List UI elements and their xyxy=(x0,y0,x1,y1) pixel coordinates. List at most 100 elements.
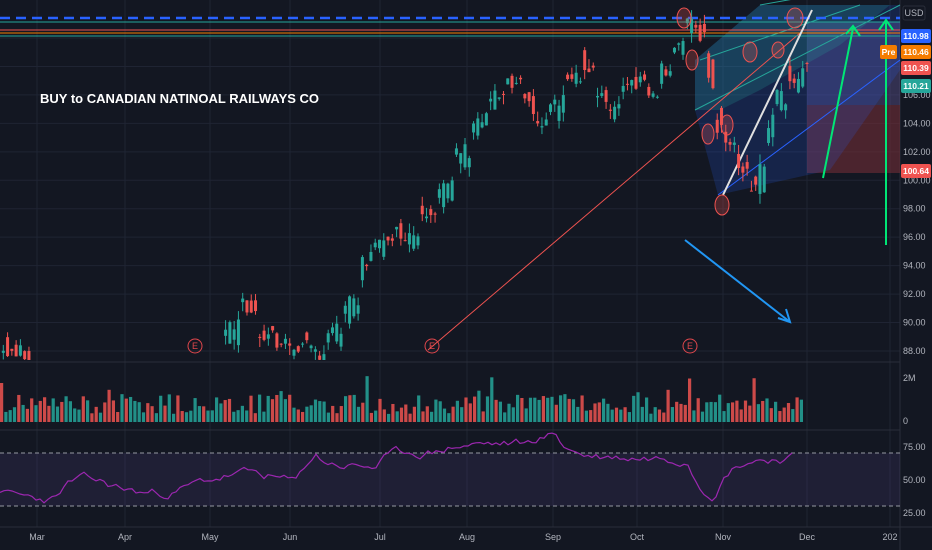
time-axis[interactable]: Mar Apr May Jun Jul Aug Sep Oct Nov Dec 202 xyxy=(29,532,897,542)
volume-bar xyxy=(533,397,537,422)
volume-bar xyxy=(21,404,25,422)
volume-bar xyxy=(352,394,356,422)
volume-bar xyxy=(430,411,434,422)
candle-body xyxy=(322,354,326,360)
earnings-marker[interactable] xyxy=(682,338,698,354)
volume-bar xyxy=(249,395,253,422)
grid-lines xyxy=(0,0,900,527)
candle-body xyxy=(681,41,685,55)
price-tick-label: 94.00 xyxy=(903,261,926,271)
candle-body xyxy=(266,334,270,339)
volume-bar xyxy=(455,400,459,422)
price-badge-label: 100.64 xyxy=(903,166,929,176)
volume-bar xyxy=(614,407,619,422)
candle-body xyxy=(467,158,471,168)
volume-bar xyxy=(774,401,778,422)
currency-label[interactable]: USD xyxy=(904,8,924,18)
candle-body xyxy=(23,351,27,360)
candle-body xyxy=(472,123,476,133)
volume-bar xyxy=(524,408,528,422)
candle-body xyxy=(792,78,796,83)
volume-bar xyxy=(554,404,558,422)
volume-bar xyxy=(30,398,34,422)
candle-body xyxy=(442,183,446,208)
volume-bar xyxy=(498,401,502,422)
candle-body xyxy=(369,251,373,261)
volume-bar xyxy=(550,396,554,422)
volume-bar xyxy=(167,394,171,422)
volume-bar xyxy=(507,403,511,422)
volume-bar xyxy=(365,376,369,422)
volume-bar xyxy=(593,403,597,422)
volume-bar xyxy=(12,407,17,422)
time-tick-label: Jun xyxy=(283,532,298,542)
volume-bar xyxy=(60,401,64,422)
volume-bar xyxy=(103,402,107,422)
pre-market-tag-label: Pre xyxy=(882,47,896,57)
volume-bar xyxy=(761,400,765,422)
candle-body xyxy=(348,296,352,324)
candle-body xyxy=(484,113,488,126)
candle-body xyxy=(549,104,552,112)
candle-body xyxy=(318,355,322,360)
volume-bar xyxy=(589,410,593,422)
volume-bar xyxy=(460,407,464,422)
volume-bar xyxy=(559,395,563,422)
candle-body xyxy=(711,59,715,89)
volume-bar xyxy=(645,397,649,422)
candle-body xyxy=(241,298,245,303)
volume-bar xyxy=(576,406,580,422)
price-badge xyxy=(901,45,931,59)
volume-bar xyxy=(0,383,4,422)
volume-bar xyxy=(739,409,743,422)
volume-bar xyxy=(546,397,550,422)
price-badges: 110.98 Pre 110.46 110.39 110.21 100.64 xyxy=(880,29,931,178)
candle-body xyxy=(698,24,702,41)
earnings-marker[interactable] xyxy=(187,338,203,354)
volume-bar xyxy=(679,403,683,422)
candle-body xyxy=(510,75,514,88)
candle-body xyxy=(805,63,809,65)
volume-bar xyxy=(47,405,51,422)
volume-bar xyxy=(270,399,275,422)
earnings-marker[interactable] xyxy=(424,338,440,354)
volume-bar xyxy=(451,406,455,422)
price-tick-label: 100.00 xyxy=(903,175,931,185)
volume-bar xyxy=(623,407,627,422)
volume-bar xyxy=(159,395,163,422)
volume-bar xyxy=(223,400,227,422)
price-tick-label: 102.00 xyxy=(903,147,931,157)
volume-bar xyxy=(236,410,240,422)
candle-body xyxy=(236,319,240,346)
candle-body xyxy=(796,78,800,93)
candle-body xyxy=(647,86,651,96)
volume-bar xyxy=(369,412,373,422)
volume-bar xyxy=(172,413,176,422)
candle-body xyxy=(613,106,617,120)
candle-body xyxy=(557,105,561,121)
volume-bar xyxy=(258,394,262,422)
candle-body xyxy=(527,92,531,102)
candle-body xyxy=(514,82,518,84)
volume-bar xyxy=(86,400,90,422)
volume-bar xyxy=(240,405,244,422)
candle-body xyxy=(497,97,501,99)
candle-body xyxy=(788,65,792,82)
time-tick-label: Oct xyxy=(630,532,645,542)
candle-body xyxy=(407,233,411,245)
candle-body xyxy=(450,180,454,201)
time-tick-label: Dec xyxy=(799,532,816,542)
candle-body xyxy=(587,68,591,73)
volume-bar xyxy=(382,409,386,422)
volume-bar xyxy=(292,407,296,422)
volume-bar xyxy=(675,401,679,422)
currency-box[interactable] xyxy=(902,5,926,21)
volume-bar xyxy=(541,396,545,422)
candle-body xyxy=(519,77,523,80)
volume-bar xyxy=(288,394,292,422)
candle-body xyxy=(10,348,14,351)
candle-body xyxy=(326,333,330,343)
volume-bar xyxy=(73,408,77,422)
